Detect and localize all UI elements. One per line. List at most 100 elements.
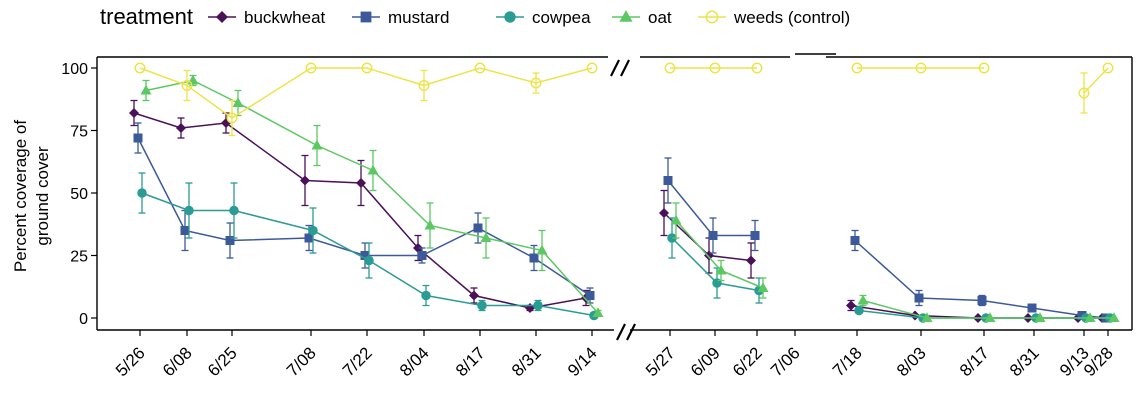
series-weeds-control [134,62,598,137]
cowpea-point [533,300,543,311]
legend-marker-oat [619,10,633,22]
mustard-line [854,239,1107,319]
legend-marker-mustard [360,11,372,23]
oat-point [857,294,869,305]
series-buckwheat [129,99,591,313]
mustard-point [850,236,860,245]
oat-line [862,299,1114,319]
weeds-control-point [134,62,146,74]
legend-marker-buckwheat [216,11,228,23]
oat-point [480,232,492,242]
oat-point [921,312,933,322]
mustard-point [417,251,427,260]
series-oat [140,74,604,317]
axis-break-mark [626,323,636,341]
x-tick-label: 8/04 [396,343,433,380]
y-axis-label-line-2: ground cover [33,146,52,246]
buckwheat-point [746,255,756,266]
axes: 0 25 50 75 100 5/26 6/08 6/25 7/08 7/22 8/04 8/17 8/… [61,53,1133,380]
oat-point [424,219,436,230]
y-axis-label-line-1: Percent coverage of [11,120,30,272]
oat-point [140,84,152,95]
cowpea-point [229,205,239,216]
cowpea-point [854,305,864,316]
weeds-control-line [139,67,593,119]
oat-point [757,282,769,292]
weeds-control-point [418,80,430,91]
oat-point [1084,312,1096,322]
buckwheat-point [300,175,310,186]
weeds-control-point [361,62,373,74]
buckwheat-point [413,243,423,253]
legend-label-oat: oat [648,8,672,27]
cowpea-point [667,233,677,243]
x-tick-label: 5/27 [642,343,679,380]
axis-break-mark [620,59,630,77]
buckwheat-point [846,300,856,311]
oat-point [670,214,682,225]
buckwheat-point [469,290,479,301]
cowpea-point [712,278,722,288]
oat-point [1034,312,1046,322]
cowpea-point [184,205,194,216]
x-tick-label: 8/31 [1006,343,1043,380]
x-tick-label: 8/17 [956,343,993,380]
y-tick-label: 0 [79,311,88,328]
mustard-point [914,293,924,303]
y-tick-label: 50 [70,186,88,203]
legend-label-mustard: mustard [388,8,449,27]
oat-point [367,164,379,175]
weeds-control-point [915,62,927,74]
axis-break-mark [610,59,620,77]
weeds-control-point [709,62,721,74]
x-tick-label: 7/08 [283,343,320,380]
cowpea-point [421,290,431,301]
legend-label-weeds-control: weeds (control) [733,8,850,27]
legend-label-cowpea: cowpea [532,8,591,27]
oat-point [715,264,727,275]
legend-marker-weeds-control [705,10,719,24]
cowpea-point [477,300,487,311]
series-oat [670,202,1120,322]
data-layer [129,62,1120,323]
oat-point [311,139,323,150]
legend-label-buckwheat: buckwheat [244,8,326,27]
buckwheat-point [356,178,366,188]
mustard-point [529,253,539,263]
axis-break-mark [616,323,626,341]
weeds-control-point [664,62,676,74]
y-tick-label: 75 [70,124,88,141]
y-tick-label: 25 [70,249,88,266]
mustard-point [585,291,595,300]
x-tick-label: 6/08 [159,343,196,380]
y-axis-label: Percent coverage of ground cover [11,120,52,272]
oat-point [984,312,996,322]
series-cowpea [137,172,599,321]
series-mustard [663,157,1111,323]
cowpea-point [308,225,318,236]
x-tick-label: 7/18 [829,343,866,380]
weeds-control-point [474,62,486,74]
weeds-control-point [226,112,238,124]
mustard-point [977,296,987,305]
mustard-point [133,133,143,143]
y-tick-label: 100 [61,61,88,78]
legend-marker-cowpea [504,11,516,23]
x-tick-label: 6/09 [687,343,724,380]
x-tick-label: 8/31 [508,343,545,380]
weeds-control-point [181,80,193,91]
x-tick-label: 6/25 [204,343,241,380]
mustard-point [360,251,370,260]
x-tick-label: 7/22 [339,343,376,380]
weeds-control-point [1078,87,1090,99]
weeds-control-point [305,62,317,74]
weeds-control-point [751,62,763,74]
x-tick-label: 9/14 [564,343,601,380]
weeds-control-point [530,77,542,89]
weeds-control-point [978,62,990,74]
mustard-point [473,223,483,233]
series-mustard [133,122,595,304]
mustard-point [180,226,190,235]
buckwheat-point [129,108,139,118]
